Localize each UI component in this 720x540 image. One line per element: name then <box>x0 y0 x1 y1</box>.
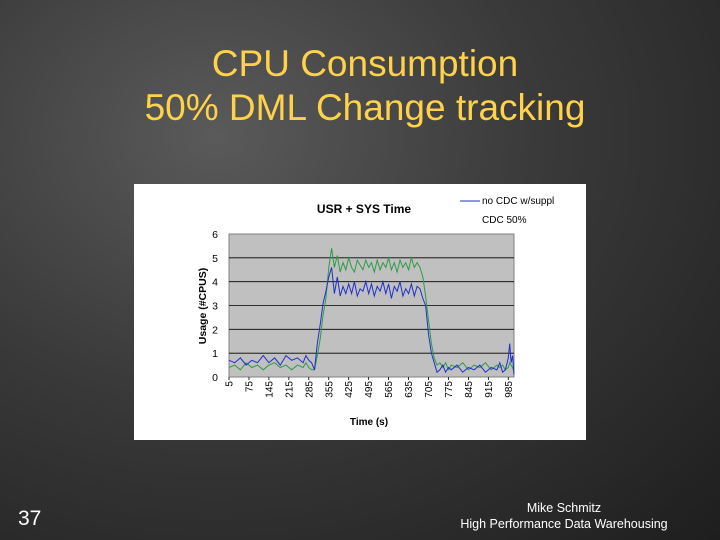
footer: Mike Schmitz High Performance Data Wareh… <box>434 500 694 532</box>
y-tick-label-3: 3 <box>212 301 218 313</box>
footer-subtitle: High Performance Data Warehousing <box>460 517 668 531</box>
y-tick-label-2: 2 <box>212 324 218 336</box>
y-tick-label-4: 4 <box>212 277 218 289</box>
x-tick-label-4: 285 <box>304 381 315 398</box>
x-tick-label-11: 775 <box>444 381 455 398</box>
legend-label-series-1: no CDC w/suppl <box>482 196 554 207</box>
series-line-1 <box>228 267 515 375</box>
series-line-2 <box>228 248 515 373</box>
cpu-chart: USR + SYS Time Usage (#CPUS) Time (s) no… <box>134 184 586 440</box>
x-tick-label-6: 425 <box>344 381 355 398</box>
x-tick-label-5: 355 <box>324 381 335 398</box>
x-tick-label-7: 495 <box>364 381 375 398</box>
x-tick-label-8: 565 <box>384 381 395 398</box>
legend-label-series-2: CDC 50% <box>482 215 527 226</box>
title-line-2: 50% DML Change tracking <box>144 87 586 128</box>
slide-title: CPU Consumption 50% DML Change tracking <box>0 42 720 130</box>
title-line-1: CPU Consumption <box>211 43 519 84</box>
x-axis-label: Time (s) <box>350 417 388 428</box>
y-tick-label-5: 5 <box>212 253 218 265</box>
x-tick-label-9: 635 <box>404 381 415 398</box>
x-tick-label-1: 75 <box>244 381 255 393</box>
x-tick-label-14: 985 <box>504 381 515 398</box>
x-tick-label-10: 705 <box>424 381 435 398</box>
y-tick-label-0: 0 <box>212 372 218 384</box>
y-tick-label-6: 6 <box>212 229 218 241</box>
chart-canvas: USR + SYS Time Usage (#CPUS) Time (s) no… <box>197 196 554 428</box>
y-tick-label-1: 1 <box>212 348 218 360</box>
slide-number: 37 <box>18 507 42 530</box>
x-tick-label-2: 145 <box>264 381 275 398</box>
footer-author: Mike Schmitz <box>526 501 602 515</box>
x-tick-label-3: 215 <box>284 381 295 398</box>
y-axis-label: Usage (#CPUS) <box>197 268 209 344</box>
x-tick-label-12: 845 <box>464 381 475 398</box>
x-tick-label-0: 5 <box>225 381 236 387</box>
x-tick-label-13: 915 <box>484 381 495 398</box>
chart-title: USR + SYS Time <box>317 202 411 216</box>
